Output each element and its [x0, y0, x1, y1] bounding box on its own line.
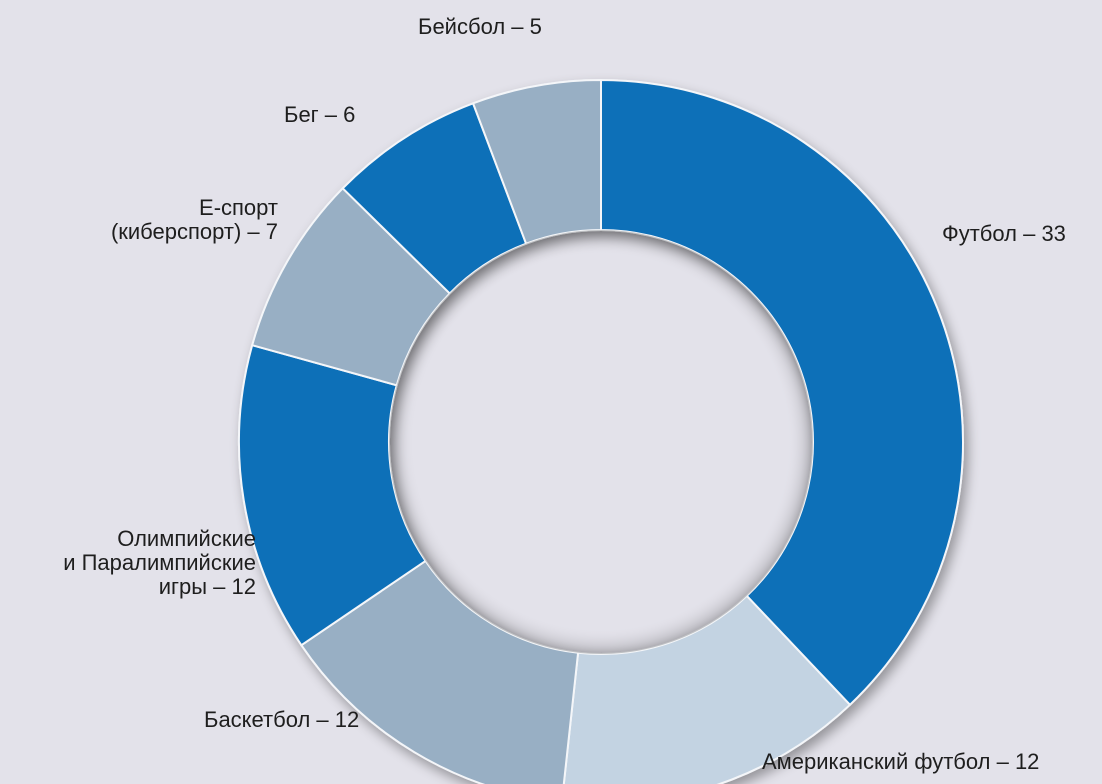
label-running: Бег – 6: [284, 102, 356, 127]
donut-hole-shadow: [389, 230, 813, 654]
label-american-football: Американский футбол – 12: [762, 749, 1040, 774]
label-basketball: Баскетбол – 12: [204, 707, 360, 732]
label-football: Футбол – 33: [942, 221, 1066, 246]
label-olympic-games: Олимпийские и Паралимпийские игры – 12: [63, 526, 256, 599]
label-esport: E-спорт (киберспорт) – 7: [110, 195, 278, 244]
label-baseball: Бейсбол – 5: [418, 14, 542, 39]
donut-segments: [238, 79, 964, 784]
